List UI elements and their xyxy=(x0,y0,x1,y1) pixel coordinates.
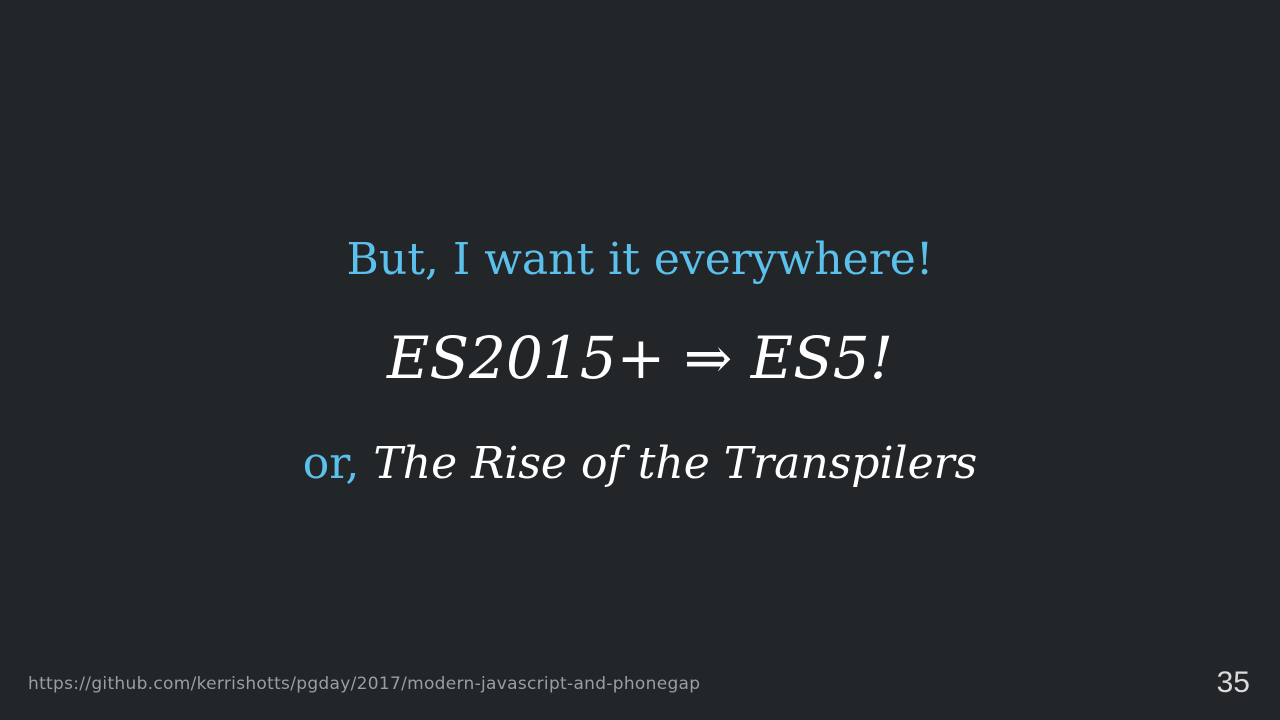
subtitle-prefix: or, xyxy=(302,438,360,489)
slide-headline: But, I want it everywhere! xyxy=(346,234,934,285)
page-number: 35 xyxy=(1216,666,1250,699)
slide-formula: ES2015+ ⇒ ES5! xyxy=(386,324,894,392)
slide-subtitle: or, The Rise of the Transpilers xyxy=(0,436,1280,492)
subtitle-title: The Rise of the Transpilers xyxy=(373,438,978,489)
footer-url[interactable]: https://github.com/kerrishotts/pgday/201… xyxy=(28,674,701,694)
